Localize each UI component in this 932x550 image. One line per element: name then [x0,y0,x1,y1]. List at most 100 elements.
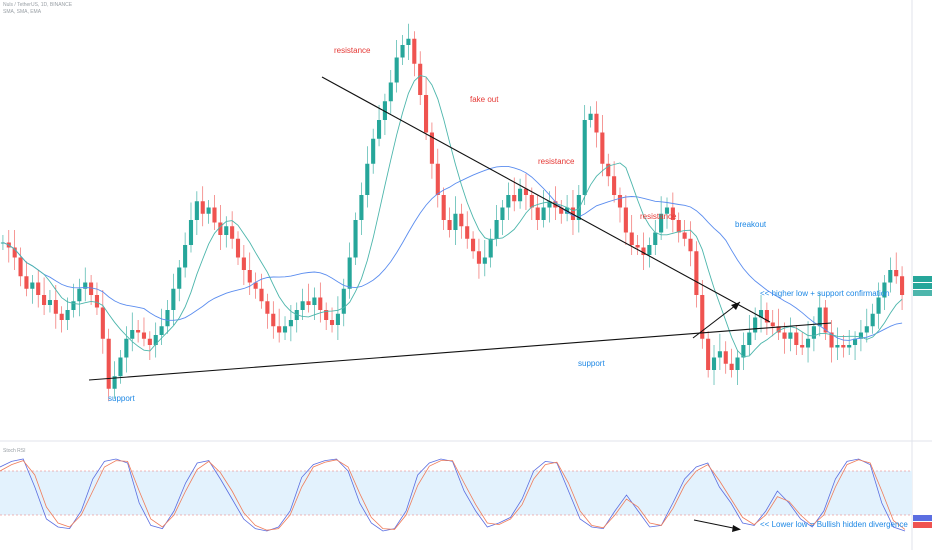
candle-body [71,301,76,310]
candle-body [894,270,899,277]
candle-body [758,310,764,318]
candle-body [124,338,129,358]
candle-body [282,326,288,333]
candle-body [347,257,352,289]
candle-body [53,300,58,314]
candle-body [118,357,123,377]
candle-body [753,317,758,333]
higher-low-arrowhead [731,302,740,310]
stoch-tag-k [913,515,932,521]
candle-body [523,188,529,195]
candle-body [494,220,499,239]
candle-body [900,276,905,295]
stoch-band [0,471,912,515]
candle-body [400,45,405,58]
candle-body [576,195,581,220]
candle-body [312,297,317,305]
candle-body [365,163,370,195]
candle-body [852,338,858,345]
candle-body [59,313,64,320]
candle-body [782,332,787,339]
candle-body [770,322,775,327]
candle-body [641,247,646,255]
candle-body [682,232,687,239]
candle-body [623,207,628,233]
candle-body [835,345,840,348]
candle-body [353,220,358,258]
candle-body [888,270,893,283]
annotation-support-1: support [108,394,135,403]
candle-body [12,247,17,258]
candle-body [747,332,752,345]
ma-slow-line [2,165,903,341]
candle-body [594,113,599,133]
annotation-fake-out: fake out [470,95,499,104]
oscillator-title: Stoch RSI [3,448,26,454]
annotation-resistance-2: resistance [538,157,575,166]
candle-body [30,282,35,289]
candle-body [512,195,517,202]
candle-body [776,326,781,333]
candle-body [488,238,493,258]
candle-body [529,195,534,208]
candle-body [77,288,82,302]
candle-body [335,313,340,325]
candle-body [406,38,411,45]
candle-body [247,270,252,283]
candle-body [382,101,387,120]
candle-body [47,300,53,305]
annotation-resistance-3: resistance [640,212,677,221]
candle-body [206,207,211,214]
candle-body [277,326,282,333]
candle-body [212,207,217,223]
candle-body [706,338,711,370]
candle-body [171,288,176,310]
candle-body [429,132,434,164]
divergence-arrowhead [732,525,741,532]
candle-body [100,307,105,339]
candle-body [711,357,717,370]
candle-body [306,301,311,305]
candle-body [741,345,746,358]
candle-body [177,267,182,289]
candle-body [194,201,199,220]
support-trendline [88,322,832,381]
candle-body [811,326,816,339]
candle-body [42,295,47,305]
candle-body [764,310,769,323]
candle-body [18,257,23,277]
candle-body [794,332,799,345]
candle-body [829,332,834,348]
candle-body [805,338,811,348]
candle-body [817,307,822,327]
candle-body [136,330,141,333]
annotation-breakout: breakout [735,220,767,229]
candle-body [288,320,293,327]
candle-body [106,338,111,389]
candle-body [141,332,147,339]
candle-body [376,120,382,139]
annotation-support-2: support [578,359,605,368]
candle-body [83,282,88,289]
candle-body [329,320,335,325]
candle-body [218,222,223,235]
candle-body [882,282,887,298]
candle-body [300,301,305,310]
candles [0,23,905,402]
candle-body [858,332,863,339]
candle-body [659,213,664,233]
candle-body [676,220,681,233]
candle-body [465,226,470,239]
candle-body [253,282,258,289]
candle-body [153,335,158,345]
candle-body [800,345,805,348]
candle-body [518,188,523,202]
candle-body [606,163,611,177]
stoch-lines [0,458,906,532]
candle-body [629,232,634,245]
price-tag-1 [913,276,932,282]
candle-body [541,207,546,220]
candle-body [89,282,94,295]
candle-body [359,195,364,220]
